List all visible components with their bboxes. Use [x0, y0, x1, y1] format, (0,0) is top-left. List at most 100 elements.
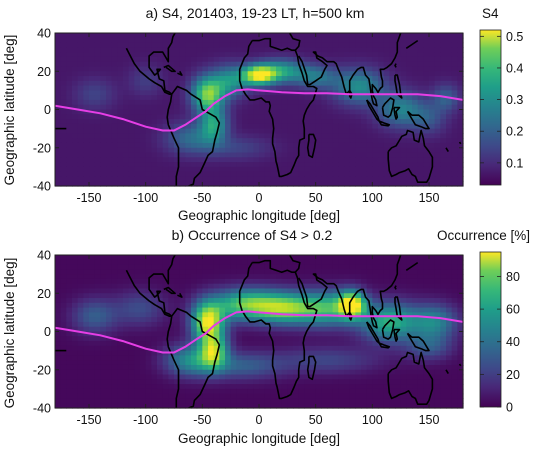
heatmap-cell	[219, 171, 226, 178]
heatmap-cell	[400, 255, 407, 261]
heatmap-cell	[417, 298, 424, 304]
heatmap-cell	[429, 33, 436, 39]
heatmap-cell	[372, 298, 379, 304]
heatmap-cell	[94, 321, 101, 328]
heatmap-cell	[168, 162, 175, 168]
heatmap-cell	[157, 162, 164, 168]
heatmap-cell	[344, 274, 351, 280]
heatmap-cell	[332, 364, 339, 371]
heatmap-cell	[315, 269, 322, 275]
heatmap-cell	[157, 71, 164, 77]
heatmap-cell	[451, 288, 458, 294]
heatmap-cell	[440, 37, 447, 44]
heatmap-cell	[168, 42, 175, 48]
heatmap-cell	[355, 283, 362, 290]
heatmap-cell	[321, 374, 328, 380]
heatmap-cell	[446, 42, 453, 48]
heatmap-cell	[383, 104, 390, 111]
heatmap-cell	[287, 171, 294, 178]
heatmap-cell	[174, 157, 181, 163]
heatmap-cell	[344, 152, 351, 158]
heatmap-cell	[406, 293, 413, 299]
heatmap-cell	[270, 360, 277, 366]
heatmap-cell	[60, 393, 67, 400]
heatmap-cell	[321, 104, 328, 111]
heatmap-cell	[366, 274, 373, 280]
heatmap-cell	[298, 341, 305, 347]
heatmap-cell	[446, 350, 453, 357]
heatmap-cell	[83, 166, 90, 173]
heatmap-cell	[128, 138, 135, 144]
heatmap-cell	[66, 307, 73, 313]
heatmap-cell	[321, 37, 328, 44]
heatmap-cell	[174, 119, 181, 125]
heatmap-cell	[151, 369, 158, 376]
heatmap-cell	[230, 317, 237, 323]
coastline-path	[238, 259, 318, 400]
heatmap-cell	[287, 181, 294, 187]
heatmap-cell	[310, 264, 317, 270]
heatmap-cell	[219, 274, 226, 280]
heatmap-cell	[315, 71, 322, 77]
heatmap-cell	[72, 66, 79, 72]
heatmap-cell	[338, 166, 345, 173]
heatmap-cell	[117, 355, 124, 361]
heatmap-cell	[310, 99, 317, 106]
heatmap-cell	[174, 302, 181, 309]
heatmap-cell	[378, 403, 385, 409]
heatmap-cell	[446, 379, 453, 385]
heatmap-cell	[219, 152, 226, 158]
heatmap-cell	[321, 80, 328, 87]
heatmap-cell	[446, 388, 453, 395]
heatmap-cell	[106, 288, 113, 294]
heatmap-cell	[321, 341, 328, 347]
heatmap-cell	[287, 264, 294, 270]
heatmap-cell	[134, 369, 141, 376]
heatmap-cell	[270, 283, 277, 290]
heatmap-cell	[106, 157, 113, 163]
heatmap-cell	[225, 47, 232, 53]
heatmap-cell	[276, 298, 283, 304]
heatmap-cell	[423, 166, 430, 173]
heatmap-cell	[236, 80, 243, 87]
heatmap-cell	[349, 388, 356, 395]
heatmap-cell	[230, 37, 237, 44]
heatmap-cell	[247, 269, 254, 275]
heatmap-cell	[287, 393, 294, 400]
heatmap-cell	[304, 56, 311, 63]
heatmap-cell	[134, 326, 141, 333]
heatmap-cell	[264, 364, 271, 371]
heatmap-cell	[276, 317, 283, 323]
panel-b-ylabel: Geographic latitude [deg]	[2, 258, 17, 409]
heatmap-cell	[196, 133, 203, 139]
heatmap-cell	[321, 255, 328, 261]
heatmap-cell	[349, 152, 356, 158]
heatmap-cell	[157, 123, 164, 130]
heatmap-cell	[293, 181, 300, 187]
heatmap-cell	[185, 56, 192, 63]
heatmap-cell	[372, 61, 379, 68]
heatmap-cell	[55, 336, 62, 342]
heatmap-cell	[89, 95, 96, 101]
heatmap-cell	[213, 326, 220, 333]
heatmap-cell	[117, 33, 124, 39]
heatmap-cell	[213, 162, 220, 168]
heatmap-cell	[202, 142, 209, 149]
heatmap-cell	[134, 388, 141, 395]
heatmap-cell	[117, 152, 124, 158]
heatmap-cell	[208, 171, 215, 178]
heatmap-cell	[185, 264, 192, 270]
heatmap-cell	[66, 345, 73, 352]
heatmap-cell	[140, 152, 147, 158]
heatmap-cell	[446, 302, 453, 309]
heatmap-cell	[179, 37, 186, 44]
heatmap-cell	[66, 278, 73, 285]
heatmap-cell	[395, 283, 402, 290]
heatmap-cell	[151, 56, 158, 63]
heatmap-cell	[128, 95, 135, 101]
heatmap-cell	[219, 374, 226, 380]
heatmap-cell	[230, 341, 237, 347]
heatmap-cell	[128, 37, 135, 44]
heatmap-cell	[264, 283, 271, 290]
heatmap-cell	[236, 355, 243, 361]
